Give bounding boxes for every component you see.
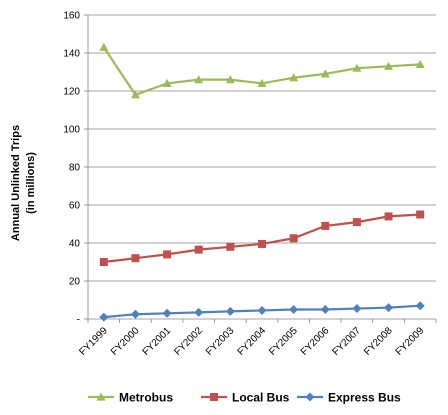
metrobus-point: [415, 59, 425, 68]
axes: [84, 14, 437, 323]
local-bus-point: [99, 258, 108, 266]
local-bus-point: [321, 221, 330, 230]
metrobus-point: [257, 78, 267, 87]
metrobus-point: [320, 69, 330, 78]
y-tick-label: 40: [69, 239, 81, 250]
y-tick-label: 20: [69, 277, 81, 288]
y-tick-label: 100: [63, 125, 80, 136]
express-bus-point: [320, 305, 330, 314]
local-bus-point: [194, 245, 203, 254]
x-tick-label: FY2005: [267, 325, 300, 358]
series-lines: [102, 46, 421, 319]
series-markers: [99, 42, 425, 322]
metrobus-legend-marker: [96, 392, 106, 401]
local-bus-point: [258, 239, 266, 248]
metrobus-point: [352, 63, 362, 72]
express-bus-point: [194, 307, 204, 317]
metrobus-legend-label: Metrobus: [119, 391, 173, 405]
x-tick-label: FY2000: [109, 325, 142, 358]
express-bus-point: [352, 304, 362, 314]
metrobus-line: [102, 46, 421, 97]
y-tick-label: -: [77, 315, 80, 326]
metrobus-point: [99, 42, 109, 51]
express-bus-legend-label: Express Bus: [328, 391, 401, 405]
local-bus-point: [163, 250, 172, 259]
local-bus-point: [289, 234, 298, 243]
express-bus-point: [289, 305, 299, 314]
local-bus-line: [103, 213, 421, 264]
x-tick-label: FY1999: [77, 325, 110, 358]
local-bus-point: [416, 210, 425, 219]
y-tick-label: 60: [69, 201, 81, 212]
metrobus-point: [162, 78, 172, 87]
express-bus-point: [162, 308, 172, 318]
express-bus-point: [225, 306, 235, 316]
y-tick-label: 160: [63, 11, 80, 22]
x-tick-label: FY2002: [172, 325, 205, 358]
metrobus-point: [225, 75, 235, 84]
y-tick-label: 140: [63, 49, 80, 60]
y-tick-label: 120: [63, 87, 80, 98]
legend: Metrobus Local Bus Express Bus: [88, 391, 401, 405]
x-tick-label: FY2004: [236, 325, 269, 358]
express-bus-point: [130, 309, 140, 319]
local-bus-legend-marker: [210, 393, 218, 401]
local-bus-legend-label: Local Bus: [232, 391, 290, 405]
x-tick-label: FY2009: [394, 325, 427, 358]
local-bus-point: [226, 242, 235, 251]
x-tick-label: FY2003: [204, 325, 237, 358]
y-axis-title-units: (in millions): [25, 152, 37, 214]
local-bus-point: [352, 218, 361, 227]
express-bus-point: [257, 305, 267, 315]
express-bus-legend-marker: [305, 392, 315, 402]
local-bus-point: [131, 254, 140, 263]
express-bus-point: [99, 312, 109, 322]
local-bus-point: [384, 212, 393, 221]
x-tick-label: FY2008: [362, 325, 395, 358]
express-bus-point: [384, 303, 394, 313]
y-axis-title: Annual Unlinked Trips: [10, 125, 22, 241]
x-tick-label: FY2001: [141, 325, 174, 358]
express-bus-point: [415, 301, 425, 311]
x-tick-label: FY2007: [330, 325, 363, 358]
y-tick-label: 80: [69, 163, 81, 174]
metrobus-point: [130, 90, 140, 99]
metrobus-point: [384, 61, 394, 70]
x-tick-label: FY2006: [299, 325, 332, 358]
metrobus-point: [289, 73, 299, 82]
metrobus-point: [194, 75, 204, 84]
